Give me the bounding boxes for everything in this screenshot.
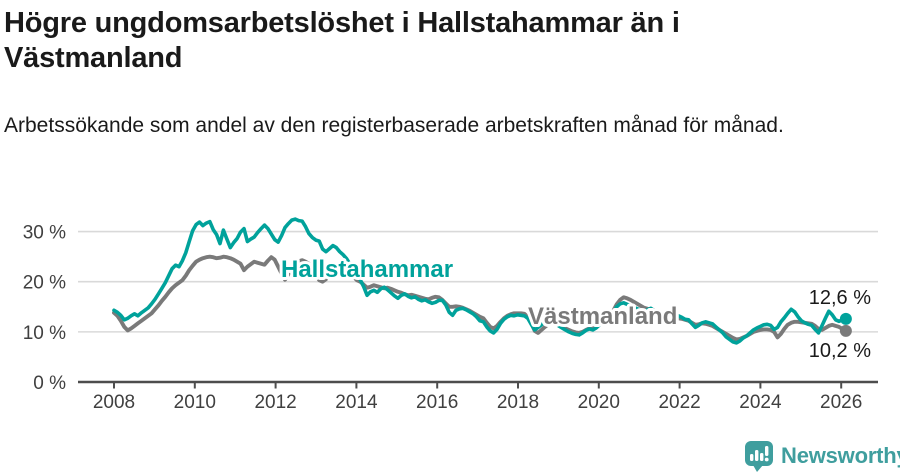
series-label-vastmanland: Västmanland xyxy=(528,303,677,330)
x-tick-label: 2018 xyxy=(497,392,539,413)
newsworthy-icon xyxy=(745,441,773,472)
y-tick-label: 20 % xyxy=(23,273,66,294)
x-tick-label: 2020 xyxy=(578,392,620,413)
x-axis: 2008 2010 2012 2014 2016 2018 2020 2022 2024 2026 xyxy=(78,380,878,413)
series-lines xyxy=(112,217,848,345)
x-tick-label: 2016 xyxy=(416,392,458,413)
end-value-vastmanland: 10,2 % xyxy=(809,340,871,362)
y-tick-label: 10 % xyxy=(23,323,66,344)
y-tick-label: 30 % xyxy=(23,223,66,244)
y-tick-label: 0 % xyxy=(33,373,66,394)
end-value-hallstahammar: 12,6 % xyxy=(809,287,871,309)
end-dot-hallstahammar xyxy=(839,312,852,325)
x-tick-label: 2026 xyxy=(820,392,862,413)
series-line-västmanland xyxy=(112,254,848,342)
x-tick-label: 2024 xyxy=(739,392,782,413)
newsworthy-logo[interactable]: Newsworthy xyxy=(744,440,900,472)
gridlines xyxy=(78,230,878,333)
y-axis-labels: 0 % 10 % 20 % 30 % xyxy=(23,223,66,394)
end-dots xyxy=(839,312,852,337)
x-tick-label: 2012 xyxy=(254,392,296,413)
newsworthy-wordmark: Newsworthy xyxy=(781,443,900,468)
x-tick-label: 2010 xyxy=(174,392,216,413)
series-label-hallstahammar: Hallstahammar xyxy=(281,256,453,283)
x-tick-label: 2008 xyxy=(93,392,135,413)
x-tick-label: 2022 xyxy=(658,392,700,413)
chart-subtitle: Arbetssökande som andel av den registerb… xyxy=(4,114,784,137)
end-dot-västmanland xyxy=(839,324,852,337)
page-title: Högre ungdomsarbetslöshet i Hallstahamma… xyxy=(4,7,680,75)
series-line-hallstahammar xyxy=(112,217,848,345)
x-tick-label: 2014 xyxy=(335,392,378,413)
